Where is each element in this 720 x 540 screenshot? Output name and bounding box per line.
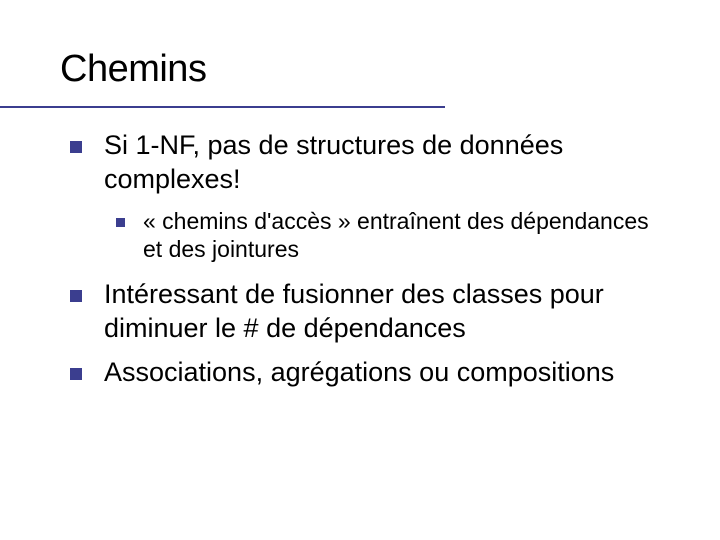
square-bullet-icon <box>70 290 82 302</box>
bullet-text: « chemins d'accès » entraînent des dépen… <box>143 207 660 265</box>
bullet-level1: Associations, agrégations ou composition… <box>70 356 660 390</box>
bullet-level1: Si 1-NF, pas de structures de données co… <box>70 129 660 197</box>
bullet-text: Si 1-NF, pas de structures de données co… <box>104 129 660 197</box>
bullet-level1: Intéressant de fusionner des classes pou… <box>70 278 660 346</box>
bullet-level2: « chemins d'accès » entraînent des dépen… <box>116 207 660 265</box>
sublist: « chemins d'accès » entraînent des dépen… <box>70 207 660 265</box>
slide-title: Chemins <box>60 48 660 91</box>
square-bullet-icon <box>116 218 125 227</box>
title-underline <box>0 106 445 108</box>
slide-content: Si 1-NF, pas de structures de données co… <box>60 129 660 389</box>
bullet-text: Intéressant de fusionner des classes pou… <box>104 278 660 346</box>
bullet-text: Associations, agrégations ou composition… <box>104 356 614 390</box>
square-bullet-icon <box>70 141 82 153</box>
slide: Chemins Si 1-NF, pas de structures de do… <box>0 0 720 540</box>
square-bullet-icon <box>70 368 82 380</box>
